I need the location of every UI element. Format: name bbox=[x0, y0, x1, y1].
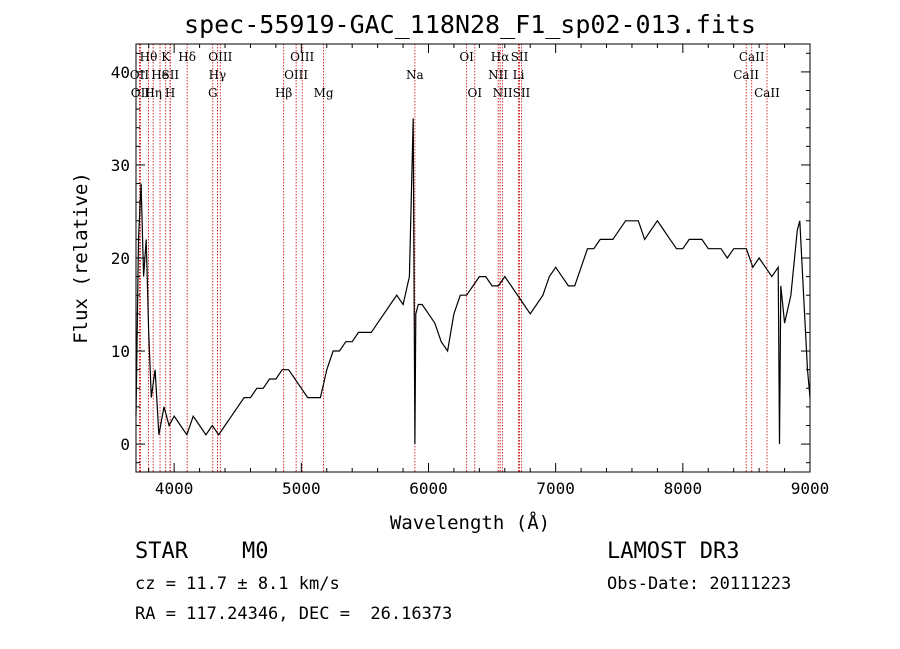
x-tick-label-5: 9000 bbox=[791, 479, 830, 498]
line-label-20: SII bbox=[511, 50, 529, 64]
y-tick-label-1: 10 bbox=[111, 342, 130, 361]
line-label-12: OIII bbox=[290, 50, 314, 64]
redshift-text: cz = 11.7 ± 8.1 km/s bbox=[135, 574, 340, 594]
x-tick-label-4: 8000 bbox=[664, 479, 703, 498]
line-label-9: OIII bbox=[208, 50, 232, 64]
line-label-27: CaII bbox=[754, 86, 780, 100]
line-label-18: OI bbox=[467, 86, 482, 100]
x-tick-label-0: 4000 bbox=[155, 479, 194, 498]
line-label-24: SII bbox=[513, 86, 531, 100]
line-label-15: Mg bbox=[314, 86, 334, 100]
subclass-label: M0 bbox=[242, 539, 269, 564]
line-label-4: K bbox=[161, 50, 171, 64]
y-tick-label-2: 20 bbox=[111, 249, 130, 268]
y-axis-label: Flux (relative) bbox=[70, 172, 92, 344]
x-axis-label: Wavelength (Å) bbox=[390, 511, 550, 534]
spectral-line-markers bbox=[139, 44, 768, 472]
line-label-5: He bbox=[151, 68, 169, 82]
spectrum-line bbox=[135, 118, 811, 445]
line-label-17: OI bbox=[459, 50, 474, 64]
class-label: STAR bbox=[135, 539, 188, 564]
y-tick-label-0: 0 bbox=[120, 435, 130, 454]
obs-date-text: Obs-Date: 20111223 bbox=[607, 574, 792, 594]
line-label-23: NII bbox=[493, 86, 513, 100]
x-axis: 4000 5000 6000 7000 8000 9000 bbox=[148, 44, 830, 498]
line-label-6: SII bbox=[161, 68, 179, 82]
coordinates-text: RA = 117.24346, DEC = 26.16373 bbox=[135, 604, 453, 624]
x-tick-label-2: 6000 bbox=[409, 479, 448, 498]
line-label-21: NII bbox=[488, 68, 508, 82]
line-label-14: Hβ bbox=[275, 86, 292, 100]
y-axis: 0 10 20 30 40 bbox=[111, 52, 810, 464]
line-label-26: CaII bbox=[733, 68, 759, 82]
line-label-8: Hδ bbox=[178, 50, 196, 64]
x-tick-label-3: 7000 bbox=[536, 479, 575, 498]
y-tick-label-3: 30 bbox=[111, 156, 130, 175]
line-label-19: Hα bbox=[491, 50, 510, 64]
y-tick-label-4: 40 bbox=[111, 63, 130, 82]
survey-label: LAMOST DR3 bbox=[607, 539, 740, 564]
x-tick-label-1: 5000 bbox=[282, 479, 321, 498]
line-label-3: Hη bbox=[144, 86, 162, 100]
line-label-22: Li bbox=[513, 68, 525, 82]
line-label-1: OII bbox=[130, 68, 150, 82]
line-label-0: Hθ bbox=[140, 50, 158, 64]
line-label-25: CaII bbox=[739, 50, 765, 64]
chart-title: spec-55919-GAC_118N28_F1_sp02-013.fits bbox=[184, 10, 756, 39]
line-label-7: H bbox=[165, 86, 175, 100]
line-label-10: Hγ bbox=[209, 68, 227, 82]
line-label-13: OIII bbox=[284, 68, 308, 82]
line-label-11: G bbox=[208, 86, 218, 100]
line-label-16: Na bbox=[406, 68, 424, 82]
